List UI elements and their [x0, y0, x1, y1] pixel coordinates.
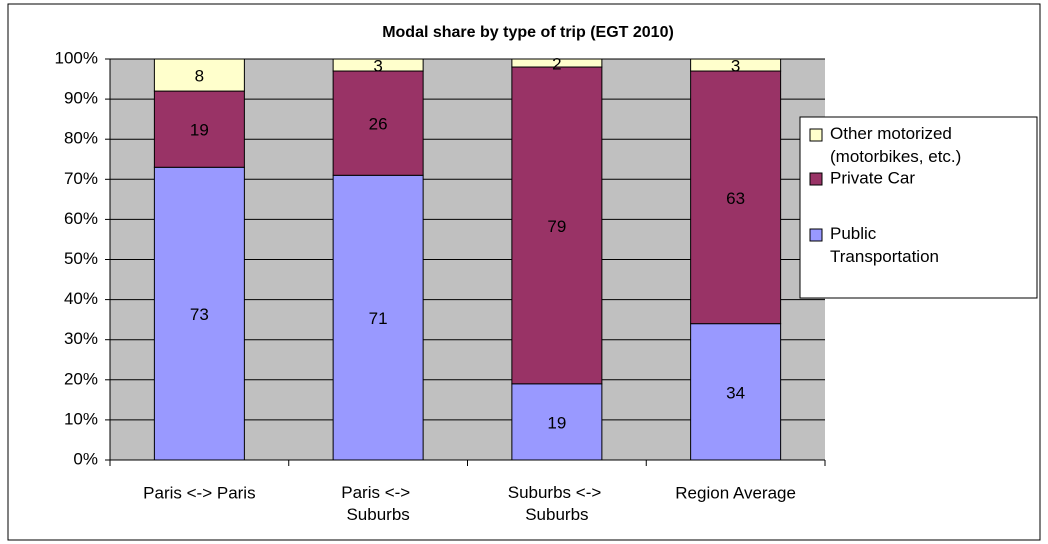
y-tick-label: 100%	[55, 48, 98, 67]
bar-segment	[690, 58, 782, 72]
chart-title: Modal share by type of trip (EGT 2010)	[382, 24, 674, 41]
data-label: 63	[726, 189, 745, 208]
legend-swatch	[809, 172, 823, 186]
data-label: 26	[369, 115, 388, 134]
bar-segment	[690, 323, 782, 461]
bar-segment	[153, 58, 245, 92]
bar-segment	[153, 90, 245, 168]
data-label: 34	[726, 383, 745, 402]
y-tick-label: 30%	[64, 329, 98, 348]
legend-label: Private Car	[830, 168, 915, 187]
y-tick-label: 50%	[64, 249, 98, 268]
y-tick-label: 60%	[64, 209, 98, 228]
data-label: 73	[190, 305, 209, 324]
x-tick-label: Suburbs <-> Suburbs	[508, 483, 606, 524]
data-label: 19	[190, 121, 209, 140]
legend-label: Other motorized (motorbikes, etc.)	[830, 124, 961, 166]
y-tick-label: 70%	[64, 169, 98, 188]
y-tick-label: 0%	[73, 449, 98, 468]
bar-segment	[511, 66, 603, 385]
y-tick-label: 20%	[64, 369, 98, 388]
legend-label: Public Transportation	[830, 224, 939, 266]
data-label: 8	[195, 67, 204, 86]
x-tick-label: Paris <-> Paris	[143, 483, 255, 502]
bar-segment	[511, 383, 603, 461]
data-label: 71	[369, 309, 388, 328]
bar-segment	[153, 166, 245, 461]
data-label: 3	[373, 56, 382, 75]
y-tick-label: 40%	[64, 289, 98, 308]
y-tick-label: 80%	[64, 129, 98, 148]
y-tick-label: 10%	[64, 409, 98, 428]
y-tick-label: 90%	[64, 89, 98, 108]
data-label: 3	[731, 56, 740, 75]
bar-segment	[332, 58, 424, 72]
bar-segment	[511, 58, 603, 68]
legend-box	[799, 116, 1038, 299]
bar-segment	[332, 174, 424, 461]
legend-swatch	[809, 228, 823, 242]
bar-segment	[690, 70, 782, 325]
x-tick-label: Region Average	[675, 483, 796, 502]
data-label: 79	[547, 217, 566, 236]
data-label: 19	[547, 413, 566, 432]
data-label: 2	[552, 54, 561, 73]
x-tick-label: Paris <-> Suburbs	[341, 483, 415, 524]
legend-swatch	[809, 128, 823, 142]
